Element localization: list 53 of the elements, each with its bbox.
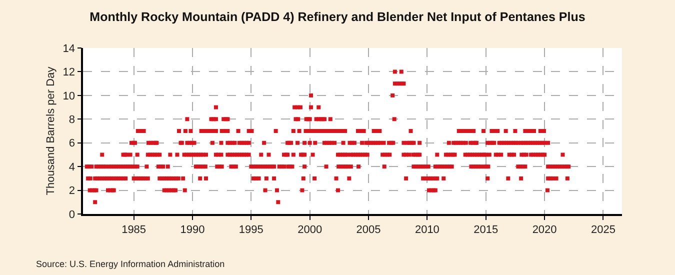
x-tick-label: 2015	[474, 224, 498, 236]
point	[236, 129, 240, 133]
y-tick-label: 10	[62, 90, 76, 102]
y-tick-label: 12	[62, 66, 76, 79]
y-tick-label: 14	[62, 42, 76, 55]
point	[390, 93, 395, 98]
point	[274, 129, 278, 133]
point	[296, 117, 300, 122]
point	[214, 105, 218, 110]
y-tick-label: 2	[68, 185, 76, 198]
point	[408, 129, 413, 133]
y-tick-label: 0	[68, 208, 76, 221]
x-tick-label: 1985	[122, 224, 146, 236]
y-tick-label: 6	[68, 138, 76, 150]
x-tick-label: 2020	[532, 224, 557, 236]
point	[300, 188, 304, 192]
point	[93, 200, 98, 204]
point	[392, 117, 396, 122]
point	[392, 70, 397, 74]
point	[316, 105, 321, 110]
y-axis-title: Thousand Barrels per Day	[44, 66, 57, 196]
x-tick-label: 1990	[180, 224, 205, 236]
point	[482, 129, 486, 133]
y-tick-label: 8	[68, 114, 76, 126]
point	[291, 129, 296, 133]
x-tick-label: 2000	[298, 224, 322, 236]
x-tick-label: 1995	[238, 224, 264, 236]
point	[183, 129, 188, 133]
point	[343, 129, 348, 133]
point	[274, 188, 279, 192]
point	[309, 105, 314, 110]
point	[328, 117, 332, 122]
point	[545, 188, 550, 192]
point	[182, 188, 187, 192]
point	[542, 129, 546, 133]
point	[297, 129, 302, 133]
point	[504, 129, 508, 133]
source-note: Source: U.S. Energy Information Administration	[36, 259, 225, 269]
point	[263, 188, 268, 192]
point	[513, 129, 518, 133]
y-tick-label: 4	[68, 161, 76, 174]
point	[176, 129, 181, 133]
x-tick-label: 2025	[590, 224, 616, 236]
point	[298, 105, 302, 110]
x-tick-label: 2010	[414, 224, 440, 236]
point	[336, 188, 340, 192]
point	[399, 70, 404, 74]
point	[185, 117, 190, 122]
x-tick-label: 2005	[356, 224, 381, 236]
chart-title: Monthly Rocky Mountain (PADD 4) Refinery and Blender Net Input of Pentanes Plus	[90, 10, 586, 24]
point	[309, 93, 314, 98]
point	[276, 200, 280, 204]
point	[188, 129, 193, 133]
